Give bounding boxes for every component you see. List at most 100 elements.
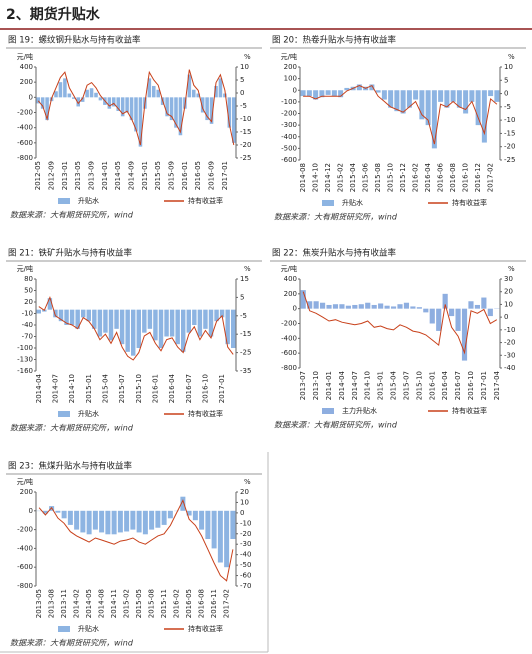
bar (187, 74, 192, 98)
bar (331, 90, 337, 97)
x-tick-label: 2016-10 (201, 374, 209, 403)
legend-label: 持有收益率 (188, 409, 223, 418)
bar (178, 97, 183, 136)
bar (217, 510, 223, 563)
bar (76, 97, 80, 107)
bar (394, 90, 400, 112)
bar (92, 510, 98, 530)
bar (325, 90, 331, 95)
y2-axis-label: % (244, 265, 251, 273)
bar (85, 89, 89, 98)
section-heading: 2、期货升贴水 (6, 6, 101, 23)
x-tick-label: 2014-10 (312, 163, 320, 192)
y-tick-label: -200 (281, 320, 297, 328)
bar (209, 97, 214, 124)
bar (134, 97, 138, 132)
bar (112, 97, 116, 107)
bar (92, 309, 97, 329)
y2-tick-label: -5 (240, 102, 247, 110)
bar (423, 308, 429, 313)
bar (67, 93, 72, 98)
x-tick-label: 2015-01 (141, 161, 149, 190)
bar (450, 90, 456, 102)
y2-tick-label: -20 (504, 339, 515, 347)
bar (431, 90, 437, 149)
y-tick-label: -70 (22, 333, 33, 341)
x-tick-label: 2015-12 (399, 163, 407, 192)
y2-tick-label: 30 (504, 275, 513, 283)
bar (442, 293, 448, 309)
bar (205, 510, 211, 539)
y-tick-label: -10 (22, 310, 33, 318)
bar (208, 309, 214, 337)
chart-title: 图 22：焦炭升贴水与持有收益率 (272, 248, 397, 259)
bar (313, 90, 319, 100)
bar (338, 90, 344, 98)
x-tick-label: 2013-08 (48, 589, 56, 618)
bar (53, 309, 58, 318)
y2-tick-label: 20 (504, 288, 513, 296)
y2-tick-label: -30 (240, 540, 251, 548)
x-tick-label: 2014-01 (101, 161, 109, 190)
bar (224, 510, 230, 568)
y2-tick-label: -15 (240, 128, 251, 136)
bar (211, 510, 217, 549)
y-tick-label: 20 (24, 298, 33, 306)
bar (456, 90, 462, 108)
x-tick-label: 2016-09 (208, 161, 216, 190)
bar (475, 90, 481, 126)
bar (114, 309, 119, 329)
x-tick-label: 2016-04 (168, 373, 176, 403)
y-tick-label: -600 (17, 563, 33, 571)
bar (192, 309, 197, 325)
x-tick-label: 2016-01 (181, 161, 189, 190)
y-tick-label: 0 (29, 507, 33, 515)
legend-label: 持有收益率 (452, 406, 487, 415)
bar (130, 510, 136, 530)
bar (67, 510, 73, 525)
y2-tick-label: -5 (240, 312, 247, 320)
y2-axis-label: % (508, 265, 515, 273)
bar (375, 90, 381, 93)
bar (225, 309, 230, 345)
legend-label: 持有收益率 (188, 624, 223, 633)
bar (80, 510, 86, 533)
bar (378, 303, 384, 309)
y-tick-label: 400 (284, 275, 297, 283)
bar (436, 308, 442, 331)
x-tick-label: 2014-01 (325, 371, 333, 400)
bar (174, 97, 178, 128)
bar (42, 510, 48, 514)
bar (307, 301, 313, 309)
bar (313, 301, 319, 309)
y2-tick-label: -10 (240, 519, 251, 527)
y2-tick-label: 0 (504, 90, 508, 98)
x-tick-label: 2013-09 (88, 161, 96, 190)
x-tick-label: 2015-04 (101, 373, 109, 403)
y2-tick-label: -15 (504, 129, 515, 137)
bar (438, 90, 444, 102)
bar (320, 302, 326, 309)
bar (481, 90, 487, 143)
y2-tick-label: -25 (240, 154, 251, 162)
bar (332, 304, 339, 309)
x-tick-label: 2015-07 (402, 371, 410, 400)
bar (58, 82, 63, 98)
x-tick-label: 2014-08 (98, 589, 106, 618)
x-tick-label: 2015-10 (387, 163, 395, 192)
x-tick-label: 2016-02 (412, 163, 420, 192)
legend-swatch (322, 408, 334, 414)
bar (108, 309, 114, 341)
bar (142, 309, 147, 333)
x-tick-label: 2016-06 (437, 162, 445, 192)
y-axis-label: 元/吨 (17, 52, 33, 61)
legend-label: 升贴水 (78, 624, 99, 633)
bar (369, 84, 375, 91)
x-tick-label: 2014-04 (338, 370, 346, 400)
x-tick-label: 2016-07 (185, 374, 193, 403)
legend-label: 升贴水 (78, 196, 99, 205)
legend-label: 持有收益率 (188, 196, 223, 205)
x-tick-label: 2014-09 (128, 161, 136, 190)
bar (47, 298, 53, 310)
